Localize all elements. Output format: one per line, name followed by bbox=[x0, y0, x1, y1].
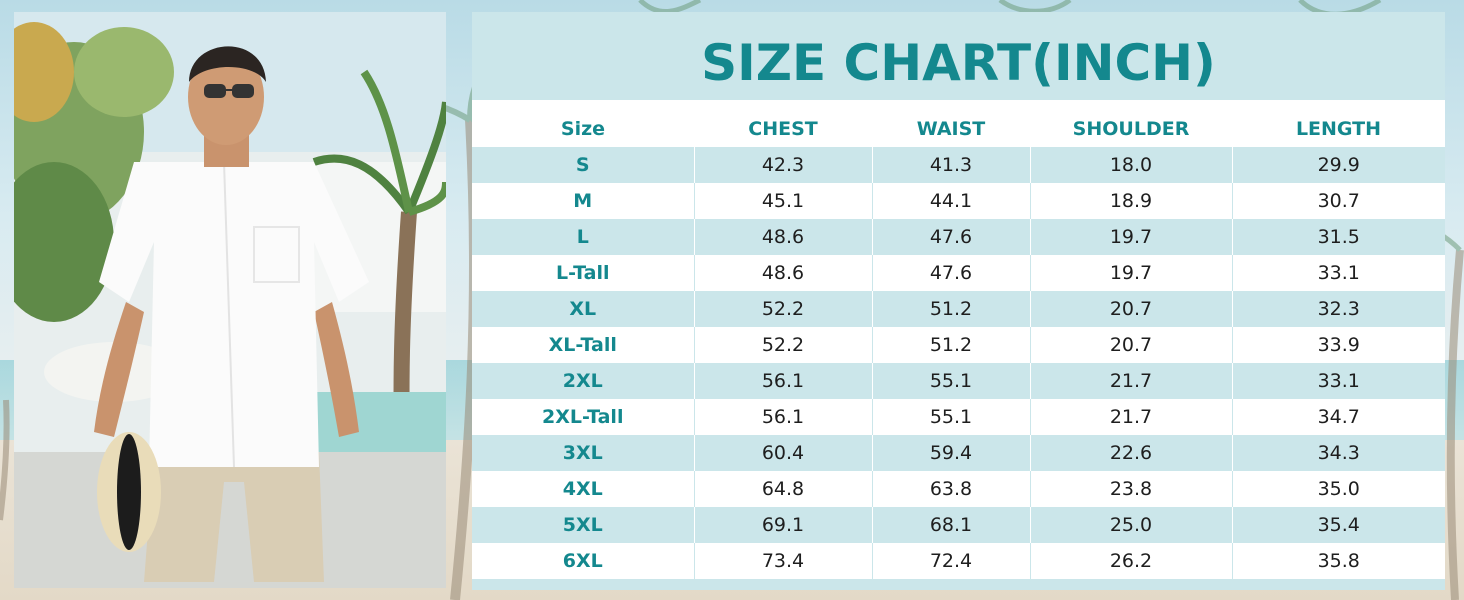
size-cell: XL bbox=[472, 291, 694, 327]
waist-cell: 47.6 bbox=[871, 219, 1030, 255]
length-cell: 33.1 bbox=[1231, 255, 1445, 291]
shoulder-cell: 18.9 bbox=[1029, 183, 1232, 219]
header-waist: WAIST bbox=[872, 100, 1030, 147]
chest-cell: 48.6 bbox=[693, 255, 872, 291]
table-header-row: Size CHEST WAIST SHOULDER LENGTH bbox=[472, 100, 1445, 147]
header-length: LENGTH bbox=[1232, 100, 1445, 147]
size-cell: L bbox=[472, 219, 694, 255]
size-cell: XL-Tall bbox=[472, 327, 694, 363]
header-shoulder: SHOULDER bbox=[1030, 100, 1232, 147]
waist-cell: 51.2 bbox=[871, 291, 1030, 327]
length-cell: 29.9 bbox=[1231, 147, 1445, 183]
waist-cell: 44.1 bbox=[871, 183, 1030, 219]
waist-cell: 55.1 bbox=[871, 399, 1030, 435]
size-table-body: S 42.3 41.3 18.0 29.9 M 45.1 44.1 18.9 30.7 L 48.6 4… bbox=[472, 147, 1445, 579]
table-row: L 48.6 47.6 19.7 31.5 bbox=[472, 219, 1445, 255]
length-cell: 33.9 bbox=[1231, 327, 1445, 363]
size-cell: 6XL bbox=[472, 543, 694, 579]
chest-cell: 56.1 bbox=[693, 363, 872, 399]
shoulder-cell: 22.6 bbox=[1029, 435, 1232, 471]
chest-cell: 52.2 bbox=[693, 327, 872, 363]
table-row: XL-Tall 52.2 51.2 20.7 33.9 bbox=[472, 327, 1445, 363]
table-row: L-Tall 48.6 47.6 19.7 33.1 bbox=[472, 255, 1445, 291]
chest-cell: 42.3 bbox=[693, 147, 872, 183]
size-cell: S bbox=[472, 147, 694, 183]
length-cell: 34.7 bbox=[1231, 399, 1445, 435]
shoulder-cell: 19.7 bbox=[1029, 255, 1232, 291]
size-cell: M bbox=[472, 183, 694, 219]
size-chart-panel: SIZE CHART(INCH) Size CHEST WAIST SHOULD… bbox=[472, 12, 1445, 590]
chest-cell: 64.8 bbox=[693, 471, 872, 507]
length-cell: 35.4 bbox=[1231, 507, 1445, 543]
product-photo bbox=[14, 12, 446, 588]
chest-cell: 48.6 bbox=[693, 219, 872, 255]
table-row: M 45.1 44.1 18.9 30.7 bbox=[472, 183, 1445, 219]
table-row: 6XL 73.4 72.4 26.2 35.8 bbox=[472, 543, 1445, 579]
length-cell: 31.5 bbox=[1231, 219, 1445, 255]
chest-cell: 69.1 bbox=[693, 507, 872, 543]
table-row: 4XL 64.8 63.8 23.8 35.0 bbox=[472, 471, 1445, 507]
waist-cell: 47.6 bbox=[871, 255, 1030, 291]
waist-cell: 41.3 bbox=[871, 147, 1030, 183]
size-cell: L-Tall bbox=[472, 255, 694, 291]
table-row: 5XL 69.1 68.1 25.0 35.4 bbox=[472, 507, 1445, 543]
shoulder-cell: 19.7 bbox=[1029, 219, 1232, 255]
chest-cell: 52.2 bbox=[693, 291, 872, 327]
size-cell: 2XL-Tall bbox=[472, 399, 694, 435]
shoulder-cell: 20.7 bbox=[1029, 291, 1232, 327]
length-cell: 33.1 bbox=[1231, 363, 1445, 399]
chest-cell: 45.1 bbox=[693, 183, 872, 219]
waist-cell: 55.1 bbox=[871, 363, 1030, 399]
size-cell: 3XL bbox=[472, 435, 694, 471]
chest-cell: 73.4 bbox=[693, 543, 872, 579]
table-row: 3XL 60.4 59.4 22.6 34.3 bbox=[472, 435, 1445, 471]
chart-title: SIZE CHART(INCH) bbox=[701, 34, 1216, 92]
header-size: Size bbox=[472, 100, 694, 147]
model-photo-illustration bbox=[14, 12, 446, 588]
table-row: S 42.3 41.3 18.0 29.9 bbox=[472, 147, 1445, 183]
waist-cell: 63.8 bbox=[871, 471, 1030, 507]
shoulder-cell: 26.2 bbox=[1029, 543, 1232, 579]
shoulder-cell: 23.8 bbox=[1029, 471, 1232, 507]
header-chest: CHEST bbox=[694, 100, 872, 147]
size-cell: 4XL bbox=[472, 471, 694, 507]
shoulder-cell: 21.7 bbox=[1029, 399, 1232, 435]
table-row: 2XL 56.1 55.1 21.7 33.1 bbox=[472, 363, 1445, 399]
length-cell: 30.7 bbox=[1231, 183, 1445, 219]
waist-cell: 72.4 bbox=[871, 543, 1030, 579]
waist-cell: 68.1 bbox=[871, 507, 1030, 543]
shoulder-cell: 25.0 bbox=[1029, 507, 1232, 543]
waist-cell: 51.2 bbox=[871, 327, 1030, 363]
length-cell: 34.3 bbox=[1231, 435, 1445, 471]
chest-cell: 60.4 bbox=[693, 435, 872, 471]
waist-cell: 59.4 bbox=[871, 435, 1030, 471]
size-cell: 2XL bbox=[472, 363, 694, 399]
length-cell: 32.3 bbox=[1231, 291, 1445, 327]
chest-cell: 56.1 bbox=[693, 399, 872, 435]
length-cell: 35.8 bbox=[1231, 543, 1445, 579]
table-row: 2XL-Tall 56.1 55.1 21.7 34.7 bbox=[472, 399, 1445, 435]
shoulder-cell: 18.0 bbox=[1029, 147, 1232, 183]
table-row: XL 52.2 51.2 20.7 32.3 bbox=[472, 291, 1445, 327]
shoulder-cell: 21.7 bbox=[1029, 363, 1232, 399]
size-cell: 5XL bbox=[472, 507, 694, 543]
shoulder-cell: 20.7 bbox=[1029, 327, 1232, 363]
length-cell: 35.0 bbox=[1231, 471, 1445, 507]
size-table: Size CHEST WAIST SHOULDER LENGTH S 42.3 41… bbox=[472, 100, 1445, 579]
